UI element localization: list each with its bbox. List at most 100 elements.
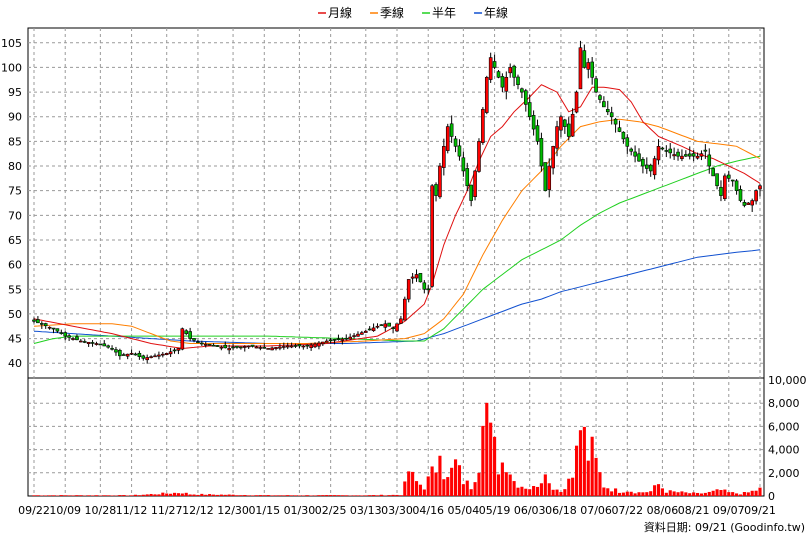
volume-bar: [352, 495, 356, 496]
candle-body: [457, 145, 462, 157]
volume-bar: [532, 485, 536, 496]
candle-body: [118, 349, 122, 357]
volume-bar: [571, 477, 575, 496]
volume-bar: [223, 494, 227, 496]
candle-body: [274, 347, 278, 349]
candle-body: [473, 170, 477, 198]
date-tick-label: 12/12: [182, 504, 214, 517]
volume-bar: [617, 492, 622, 496]
candle-body: [203, 344, 208, 346]
volume-bar: [317, 495, 321, 496]
candle-body: [488, 57, 493, 80]
candle-body: [715, 173, 719, 187]
candle-body: [55, 328, 60, 332]
volume-bar: [695, 492, 700, 496]
candle-body: [738, 189, 743, 201]
candle-body: [438, 165, 442, 198]
candle-body: [430, 185, 434, 287]
candle-body: [282, 346, 286, 348]
candle-body: [531, 115, 536, 130]
volume-bar: [379, 494, 383, 496]
volume-tick-label: 6,000: [768, 420, 800, 433]
volume-bar: [742, 492, 746, 496]
candle-body: [707, 154, 712, 167]
candle-body: [484, 76, 489, 113]
volume-bar: [305, 495, 309, 496]
legend-label: 季線: [380, 5, 404, 20]
volume-bar: [637, 492, 641, 496]
volume-bar: [450, 467, 454, 496]
volume-bar: [211, 494, 216, 496]
candle-body: [734, 180, 739, 191]
candle-body: [71, 338, 75, 340]
candle-body: [149, 356, 153, 358]
volume-bar: [754, 490, 758, 496]
date-tick-label: 05/19: [479, 504, 511, 517]
candle-body: [47, 326, 52, 329]
price-tick-label: 70: [8, 209, 22, 222]
volume-bar: [215, 494, 220, 496]
volume-bar: [457, 465, 462, 496]
volume-bar: [278, 495, 282, 496]
volume-bar: [411, 471, 415, 496]
candle-body: [90, 342, 95, 344]
volume-bar: [567, 478, 571, 496]
volume-bar: [340, 495, 344, 496]
candle-body: [543, 162, 548, 191]
candle-body: [668, 148, 673, 154]
volume-bar: [719, 489, 723, 496]
candle-body: [114, 349, 118, 353]
date-tick-label: 07/06: [580, 504, 612, 517]
candle-body: [336, 338, 341, 341]
volume-bar: [688, 493, 692, 496]
data-date-credit: 資料日期: 09/21 (Goodinfo.tw): [644, 520, 805, 534]
volume-bar: [703, 492, 707, 496]
volume-bar: [738, 494, 743, 496]
candle-body: [652, 158, 657, 176]
volume-tick-label: 4,000: [768, 444, 800, 457]
candle-body: [399, 318, 403, 324]
volume-bar: [247, 495, 251, 496]
candle-body: [422, 282, 427, 290]
volume-bar: [500, 462, 504, 496]
volume-bar: [336, 495, 341, 496]
candle-body: [711, 168, 715, 177]
volume-bar: [668, 490, 672, 496]
price-tick-label: 85: [8, 135, 22, 148]
volume-bar: [614, 488, 618, 496]
volume-bar: [176, 493, 180, 496]
legend-label: 年線: [484, 5, 508, 20]
volume-bar: [301, 495, 305, 496]
candle-body: [586, 62, 591, 70]
volume-bar: [493, 436, 497, 496]
candle-body: [125, 353, 130, 357]
candle-body: [726, 174, 731, 179]
candle-body: [227, 348, 231, 351]
volume-bar: [563, 489, 567, 496]
volume-bar: [574, 445, 579, 496]
candle-body: [250, 344, 255, 347]
candle-body: [516, 76, 520, 85]
volume-tick-label: 8,000: [768, 397, 800, 410]
moving-average-line: [33, 155, 761, 344]
volume-bar: [180, 493, 184, 496]
candle-body: [426, 288, 431, 291]
volume-bar: [610, 491, 614, 496]
candle-body: [188, 331, 192, 339]
volume-bar: [672, 491, 676, 496]
candle-body: [699, 153, 704, 157]
volume-bar: [707, 491, 711, 496]
volume-bar: [446, 477, 450, 496]
candle-body: [535, 125, 540, 142]
candle-body: [184, 330, 189, 334]
candle-body: [406, 279, 411, 300]
volume-bar: [485, 402, 489, 496]
candle-body: [192, 338, 196, 341]
date-tick-label: 02/25: [315, 504, 347, 517]
candle-body: [129, 353, 134, 355]
volume-bar: [165, 493, 169, 496]
candle-body: [492, 61, 497, 68]
volume-bar: [110, 495, 114, 496]
volume-bar: [547, 483, 551, 496]
candle-body: [633, 151, 637, 157]
